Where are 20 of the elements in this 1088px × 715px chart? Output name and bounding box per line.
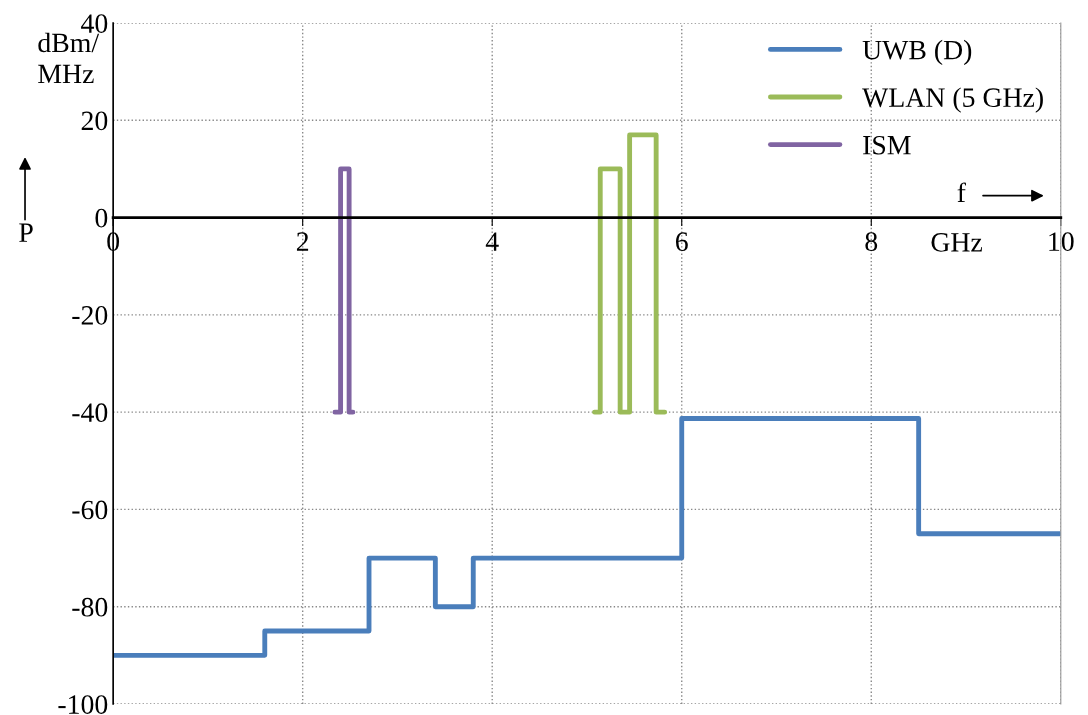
x-tick-label: 2	[296, 232, 309, 251]
y-tick-label: -80	[72, 597, 108, 617]
annotation: f	[957, 182, 966, 202]
text: P	[19, 223, 33, 242]
y-tick-label: -60	[72, 500, 108, 520]
y-tick-label: -20	[72, 306, 108, 325]
y-tick-label: 0	[95, 208, 108, 228]
y-tick-label: -40	[72, 403, 108, 423]
x-tick-label: 8	[865, 232, 878, 252]
y-tick-label: 20	[81, 111, 108, 131]
x-tick-label: 4	[485, 232, 499, 251]
x-axis-title: GHz	[931, 233, 983, 252]
legend-label: UWB (D)	[862, 39, 972, 66]
y-tick-label: 40	[81, 14, 108, 33]
y-tick-label: -100	[58, 695, 108, 714]
x-tick-label: 10	[1049, 232, 1074, 252]
x-tick-label: 6	[675, 232, 688, 252]
legend-label: ISM	[863, 135, 911, 155]
legend-label: WLAN (5 GHz)	[862, 87, 1043, 113]
y-axis-title: dBm/ MHz	[38, 32, 100, 83]
